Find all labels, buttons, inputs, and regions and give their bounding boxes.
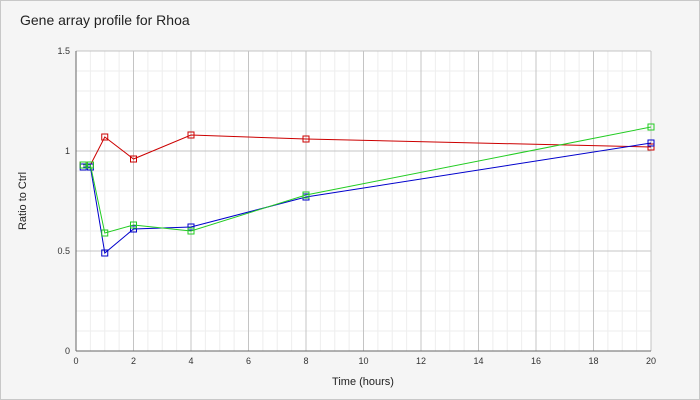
y-tick-label: 1 [65,146,70,156]
data-point-marker [101,133,109,141]
x-tick-label: 14 [473,356,483,366]
chart-title: Gene array profile for Rhoa [20,12,190,28]
data-point-marker [187,131,195,139]
y-tick-labels: 0 0.5 1 1.5 [57,46,70,356]
x-tick-label: 10 [358,356,368,366]
x-tick-label: 16 [531,356,541,366]
data-point-marker [302,135,310,143]
data-point-marker [130,155,137,163]
data-point-marker [130,225,137,233]
x-tick-label: 18 [588,356,598,366]
data-point-marker [187,227,195,235]
series-layer [79,123,655,257]
data-point-marker [647,143,655,151]
x-tick-labels: 0 2 4 6 8 10 12 14 16 18 20 [73,356,656,366]
x-axis-label: Time (hours) [332,376,394,388]
data-point-marker [101,229,109,237]
data-point-marker [647,123,655,131]
minor-grid [76,51,651,351]
data-point-marker [86,161,94,169]
x-tick-label: 4 [188,356,193,366]
x-tick-label: 0 [73,356,78,366]
major-grid [76,50,652,351]
y-tick-label: 0.5 [57,246,70,256]
series-line [83,126,652,234]
data-point-marker [302,191,310,199]
x-tick-label: 20 [646,356,656,366]
data-point-marker [130,221,137,229]
data-point-marker [647,139,655,147]
data-point-marker [187,223,195,231]
y-tick-label: 0 [65,346,70,356]
y-axis-label: Ratio to Ctrl [17,172,29,230]
x-tick-label: 12 [416,356,426,366]
data-point-marker [79,161,87,169]
y-tick-label: 1.5 [57,46,70,56]
x-tick-label: 6 [246,356,251,366]
x-tick-label: 8 [303,356,308,366]
x-tick-label: 2 [131,356,136,366]
series-3 [79,123,655,237]
data-point-marker [101,249,109,257]
